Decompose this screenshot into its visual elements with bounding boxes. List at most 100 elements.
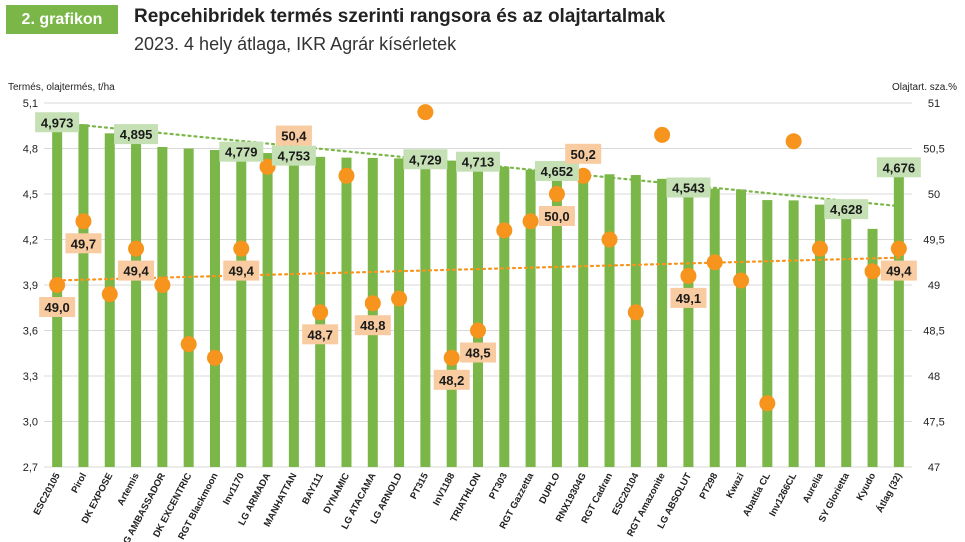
bar-value-box (114, 124, 159, 145)
right-tick-label: 49,5 (923, 235, 944, 247)
oil-content-dot (864, 263, 881, 280)
dot-value-box (302, 324, 339, 345)
dot-value-box (565, 143, 602, 164)
oil-content-dot (733, 272, 750, 289)
x-tick-label: PT315 (408, 471, 431, 502)
bar (604, 174, 615, 468)
bar-value-box (666, 177, 711, 198)
dot-value-box (460, 342, 496, 363)
oil-content-dot (496, 222, 513, 239)
bar-value-label: 4,753 (278, 149, 311, 164)
chart-title: Repcehibridek termés szerinti rangsora é… (134, 6, 666, 27)
bar (367, 157, 378, 468)
bar (52, 122, 63, 468)
dot-value-box (39, 297, 76, 317)
x-tick-label: Kyudo (855, 471, 879, 502)
bar-value-label: 4,895 (120, 127, 153, 142)
x-tick-label: BAY111 (300, 471, 326, 507)
dot-value-label: 50,0 (544, 209, 569, 224)
bar-value-box (456, 151, 500, 172)
oil-content-dot (890, 240, 907, 257)
oil-content-dot (680, 267, 697, 284)
bar-value-label: 4,652 (541, 164, 574, 179)
right-tick-label: 47,5 (923, 417, 944, 429)
dot-value-box (223, 260, 260, 281)
left-tick-label: 3,3 (23, 371, 38, 383)
left-tick-label: 5,1 (23, 98, 38, 110)
dot-value-label: 50,4 (281, 129, 307, 144)
bar-value-label: 4,628 (830, 202, 863, 217)
right-tick-label: 47 (928, 462, 940, 474)
oil-content-dot (391, 290, 408, 307)
bar (657, 178, 668, 468)
bar-value-box (219, 141, 264, 162)
bar-value-label: 4,676 (883, 160, 916, 175)
x-tick-label: ESC20105 (32, 471, 64, 517)
bar (736, 189, 747, 467)
bar (867, 228, 878, 467)
oil-content-dot (548, 186, 565, 202)
left-tick-label: 2,7 (23, 462, 38, 474)
oil-content-dot (522, 213, 539, 230)
right-tick-label: 48 (928, 371, 940, 383)
dot-value-label: 49,4 (886, 264, 912, 279)
dot-value-label: 50,2 (571, 147, 596, 162)
bar-value-label: 4,779 (225, 145, 258, 160)
bar (420, 159, 431, 468)
oil-content-dot (811, 240, 828, 257)
chart-badge: 2. grafikon (6, 5, 118, 34)
bar (499, 166, 510, 467)
x-tick-label: Átlag (32) (874, 471, 904, 514)
bar (288, 155, 299, 467)
x-tick-label: PT303 (487, 471, 510, 501)
oil-content-dot (154, 277, 171, 293)
bar (814, 204, 825, 467)
bar (394, 158, 405, 467)
bar (525, 169, 536, 467)
right-tick-label: 48,5 (923, 326, 944, 338)
bar (78, 124, 89, 467)
bar (578, 172, 589, 467)
oil-content-dot (575, 167, 592, 184)
chart-subtitle: 2023. 4 hely átlaga, IKR Agrár kísérlete… (134, 34, 457, 54)
bar (236, 151, 247, 467)
bar-value-box (35, 112, 80, 133)
oil-content-dot (128, 240, 145, 257)
oil-content-dot (364, 295, 381, 312)
bar-value-box (824, 199, 869, 220)
bar (209, 150, 220, 467)
bar-value-box (534, 160, 579, 181)
dot-value-label: 48,2 (439, 373, 464, 388)
bar-value-label: 4,713 (462, 155, 495, 170)
dot-value-label: 49,4 (123, 264, 149, 279)
left-tick-label: 4,2 (23, 235, 38, 247)
bar (683, 187, 694, 467)
bar (709, 188, 720, 468)
oil-content-dot (259, 158, 276, 175)
bar (183, 148, 194, 467)
trendline (56, 256, 900, 282)
x-tick-label: PT298 (698, 471, 721, 501)
x-tick-label: Inv1170 (221, 471, 247, 506)
bar (131, 134, 142, 467)
oil-content-dot (443, 349, 460, 366)
x-tick-label: Inv1266CL (767, 471, 799, 518)
dot-value-box (354, 315, 391, 336)
bar (551, 170, 562, 468)
bar (262, 153, 273, 468)
x-tick-label: DUPLO (537, 471, 562, 506)
oil-content-dot (470, 322, 486, 339)
bar (893, 167, 904, 467)
bar (630, 175, 641, 467)
bar-value-box (271, 145, 316, 166)
oil-content-dot (785, 133, 802, 150)
oil-content-dot (627, 304, 644, 321)
oil-content-dot (706, 254, 723, 271)
x-tick-label: Artemis (115, 471, 141, 507)
oil-content-dot (101, 286, 118, 303)
oil-content-dot (312, 304, 329, 321)
bar (473, 161, 483, 467)
bar-value-label: 4,543 (672, 180, 705, 195)
left-tick-label: 3,9 (23, 280, 38, 292)
oil-content-dot (180, 336, 197, 353)
